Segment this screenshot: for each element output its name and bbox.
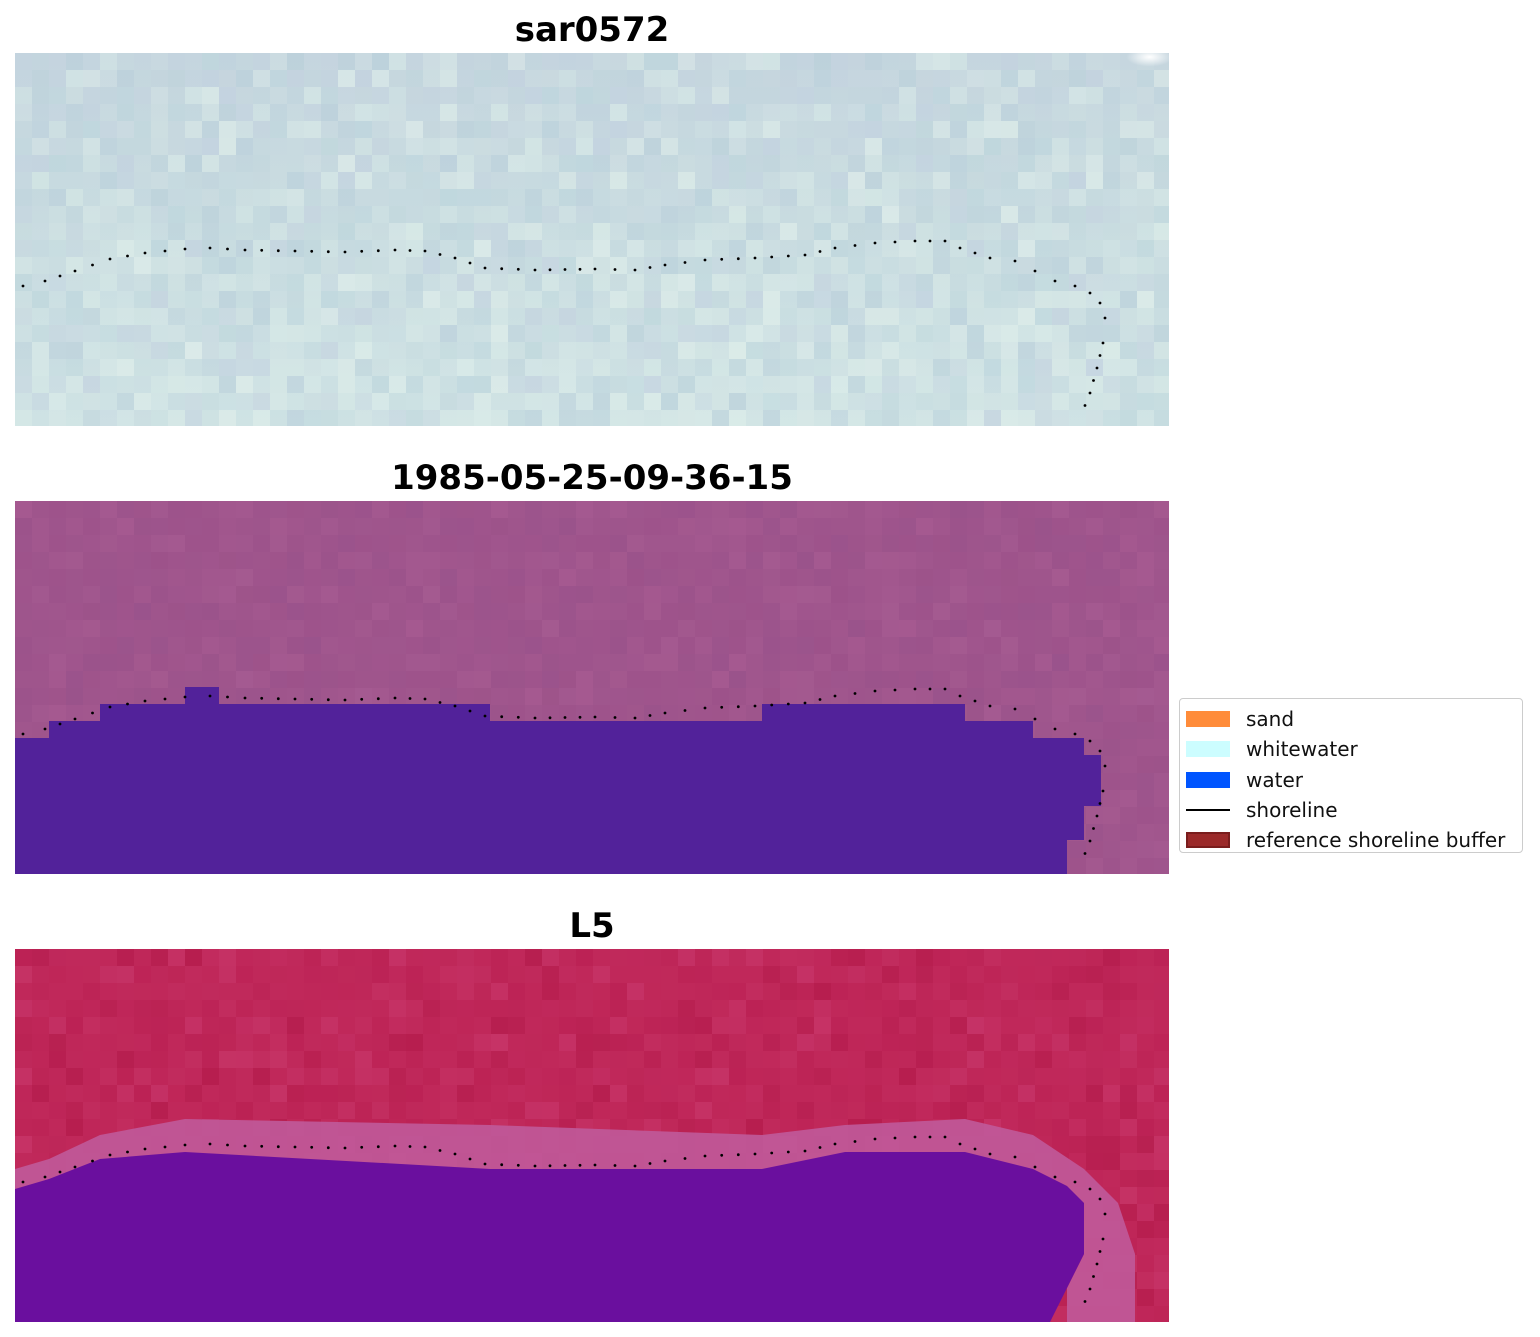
panel-title-rgb: sar0572 xyxy=(514,10,670,50)
shoreline-classified xyxy=(21,687,1107,855)
reference-buffer-swatch xyxy=(1186,832,1230,849)
legend-label-reference-buffer: reference shoreline buffer xyxy=(1246,828,1506,853)
whitewater-swatch xyxy=(1186,741,1230,758)
water-swatch xyxy=(1186,771,1230,788)
water-region xyxy=(15,1152,1084,1322)
legend-item-whitewater: whitewater xyxy=(1186,734,1516,764)
rgb-image-panel xyxy=(15,53,1169,426)
legend-item-shoreline: shoreline xyxy=(1186,795,1516,825)
shoreline-line-sample xyxy=(1186,809,1230,812)
sand-swatch xyxy=(1186,711,1230,728)
water-mask xyxy=(15,687,1101,874)
legend-label-shoreline: shoreline xyxy=(1246,798,1338,823)
legend: sand whitewater water shoreline referenc… xyxy=(1179,698,1523,853)
panel-title-classified: 1985-05-25-09-36-15 xyxy=(391,458,793,498)
legend-label-whitewater: whitewater xyxy=(1246,737,1358,762)
classified-image-panel xyxy=(15,501,1169,874)
legend-label-sand: sand xyxy=(1246,707,1295,732)
shoreline-rgb xyxy=(21,239,1107,407)
panel-title-index: L5 xyxy=(569,906,615,946)
legend-item-water: water xyxy=(1186,765,1516,795)
legend-item-reference-buffer: reference shoreline buffer xyxy=(1186,825,1516,855)
index-image-panel xyxy=(15,949,1169,1322)
legend-label-water: water xyxy=(1246,767,1303,792)
shoreline-index xyxy=(21,1135,1107,1303)
legend-item-sand: sand xyxy=(1186,704,1516,734)
